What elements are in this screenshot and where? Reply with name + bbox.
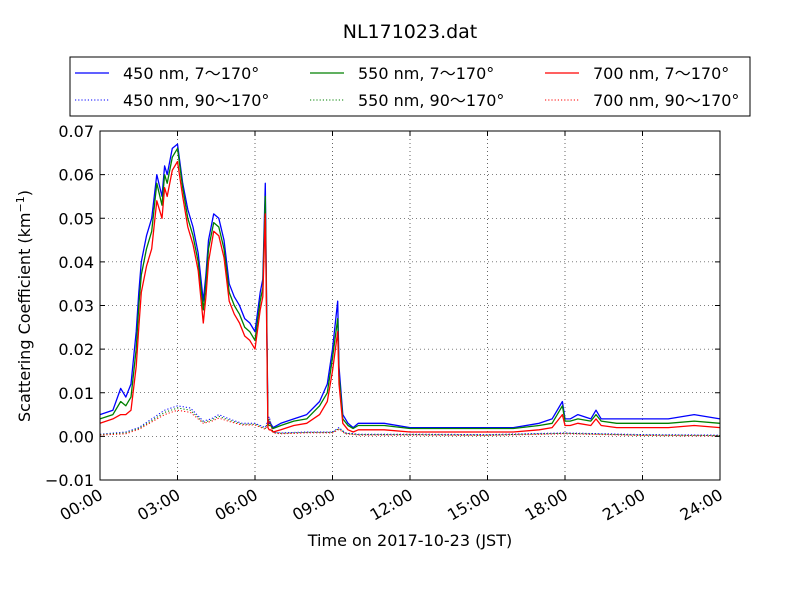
x-tick-label: 24:00 bbox=[677, 485, 726, 525]
x-tick-label: 15:00 bbox=[444, 485, 493, 525]
y-axis-label-exponent: −1 bbox=[14, 196, 27, 212]
legend-label: 450 nm, 90～170° bbox=[123, 91, 269, 110]
y-tick-label: 0.00 bbox=[58, 427, 94, 446]
legend-label: 550 nm, 7～170° bbox=[358, 64, 494, 83]
legend-label: 550 nm, 90～170° bbox=[358, 91, 504, 110]
y-tick-label: 0.05 bbox=[58, 209, 94, 228]
x-tick-label: 12:00 bbox=[367, 485, 416, 525]
chart-title: NL171023.dat bbox=[343, 21, 478, 43]
y-tick-label: −0.01 bbox=[45, 471, 94, 490]
series-line-4 bbox=[99, 160, 721, 433]
legend-label: 700 nm, 7～170° bbox=[593, 64, 729, 83]
y-tick-label: 0.04 bbox=[58, 253, 94, 272]
y-axis-label-close: ) bbox=[15, 190, 34, 196]
legend-label: 450 nm, 7～170° bbox=[123, 64, 259, 83]
x-tick-label: 09:00 bbox=[289, 485, 338, 525]
y-tick-label: 0.01 bbox=[58, 384, 94, 403]
plot-area: 00:00 03:00 06:00 09:00 12:00 15:00 18:00 21:00… bbox=[45, 122, 726, 525]
y-axis-label: Scattering Coefficient (km−1) bbox=[14, 190, 34, 422]
y-tick-label: 0.06 bbox=[58, 166, 94, 185]
grid bbox=[100, 131, 720, 480]
series-group bbox=[99, 143, 721, 437]
y-tick-label: 0.03 bbox=[58, 297, 94, 316]
x-tick-label: 00:00 bbox=[57, 485, 106, 525]
legend-label: 700 nm, 90～170° bbox=[593, 91, 739, 110]
y-axis-label-main: Scattering Coefficient (km bbox=[15, 212, 34, 422]
x-tick-label: 21:00 bbox=[599, 485, 648, 525]
series-line-3 bbox=[99, 407, 721, 436]
legend-box bbox=[69, 56, 751, 117]
y-tick-label: 0.07 bbox=[58, 122, 94, 141]
x-tick-label: 18:00 bbox=[522, 485, 571, 525]
series-line-5 bbox=[99, 409, 721, 437]
x-axis-label: Time on 2017-10-23 (JST) bbox=[307, 531, 512, 550]
x-tick-label: 03:00 bbox=[134, 485, 183, 525]
x-tick-label: 06:00 bbox=[212, 485, 261, 525]
legend: 450 nm, 7～170° 550 nm, 7～170° 700 nm, 7～17… bbox=[69, 56, 751, 117]
y-tick-label: 0.02 bbox=[58, 340, 94, 359]
y-axis: −0.01 0.00 0.01 0.02 0.03 0.04 0.05 0.06 0.07 bbox=[45, 122, 720, 490]
